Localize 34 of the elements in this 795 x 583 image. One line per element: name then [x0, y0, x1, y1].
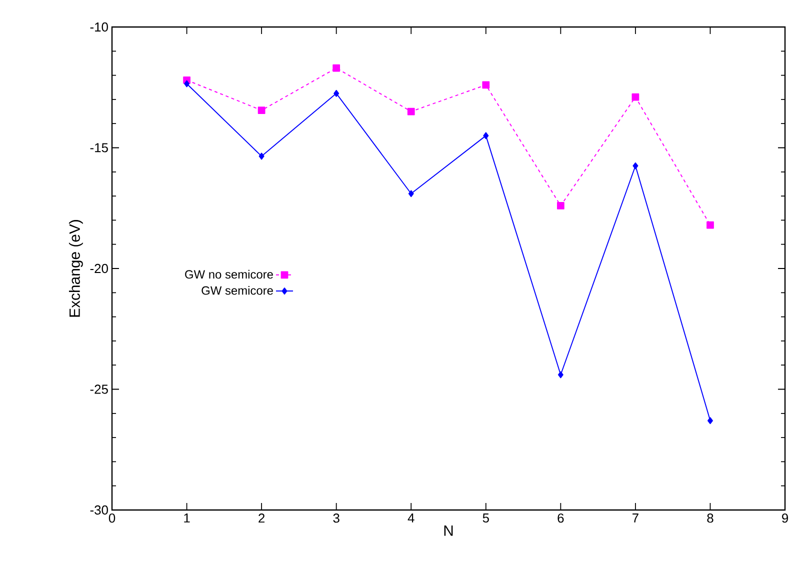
y-tick-label: -20: [90, 264, 108, 274]
x-tick-label: 1: [184, 514, 190, 522]
point: [482, 81, 490, 89]
x-tick-label: 7: [632, 514, 638, 522]
point: [258, 152, 264, 160]
y-tick-label: -25: [90, 384, 108, 394]
legend-label: GW no semicore: [185, 270, 273, 279]
point: [408, 190, 414, 198]
point: [334, 90, 340, 97]
point: [707, 417, 713, 424]
point: [558, 371, 564, 378]
y-axis-title: Exchange (eV): [68, 220, 83, 317]
x-tick-label: 3: [333, 514, 340, 523]
y-tick-label: -15: [90, 143, 108, 152]
y-tick-label: -10: [90, 22, 108, 32]
point: [483, 132, 489, 140]
x-tick-label: 9: [782, 514, 788, 523]
point: [258, 106, 266, 114]
legend-label: GW semicore: [202, 286, 273, 295]
point: [407, 108, 415, 116]
y-tick-label: -30: [90, 505, 108, 515]
x-axis-title: N: [444, 526, 453, 536]
x-tick-label: 4: [408, 514, 414, 522]
point: [632, 93, 640, 101]
x-tick-label: 6: [558, 514, 564, 523]
x-tick-label: 5: [482, 514, 489, 523]
x-tick-label: 8: [707, 514, 714, 523]
point: [332, 64, 340, 72]
point: [556, 202, 564, 210]
point: [184, 80, 190, 88]
x-tick-label: 0: [108, 514, 116, 523]
point: [706, 221, 714, 229]
x-tick-label: 2: [258, 514, 265, 523]
point: [632, 162, 638, 170]
